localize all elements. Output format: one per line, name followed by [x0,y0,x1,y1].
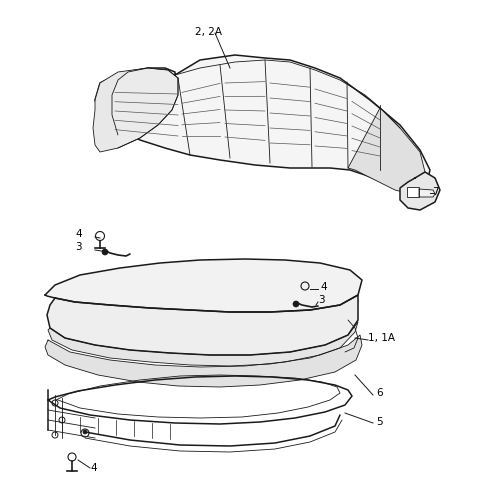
Text: 1, 1A: 1, 1A [368,333,395,343]
Text: 3: 3 [75,242,82,252]
Polygon shape [112,68,178,148]
Text: 4: 4 [75,229,82,239]
Polygon shape [48,322,358,366]
Polygon shape [348,108,425,195]
Circle shape [102,249,108,255]
Polygon shape [47,295,358,355]
Text: 7: 7 [432,187,439,197]
Polygon shape [45,259,362,312]
Polygon shape [93,68,178,152]
Polygon shape [95,55,430,195]
Polygon shape [400,172,440,210]
Polygon shape [45,335,362,387]
Text: 4: 4 [320,282,326,292]
Text: 2, 2A: 2, 2A [195,27,222,37]
Text: 5: 5 [376,417,383,427]
Circle shape [293,301,299,307]
Bar [407,187,419,197]
Text: 4: 4 [90,463,96,473]
Polygon shape [419,189,435,197]
Text: 6: 6 [376,388,383,398]
Circle shape [83,430,87,434]
Text: 3: 3 [318,295,324,305]
